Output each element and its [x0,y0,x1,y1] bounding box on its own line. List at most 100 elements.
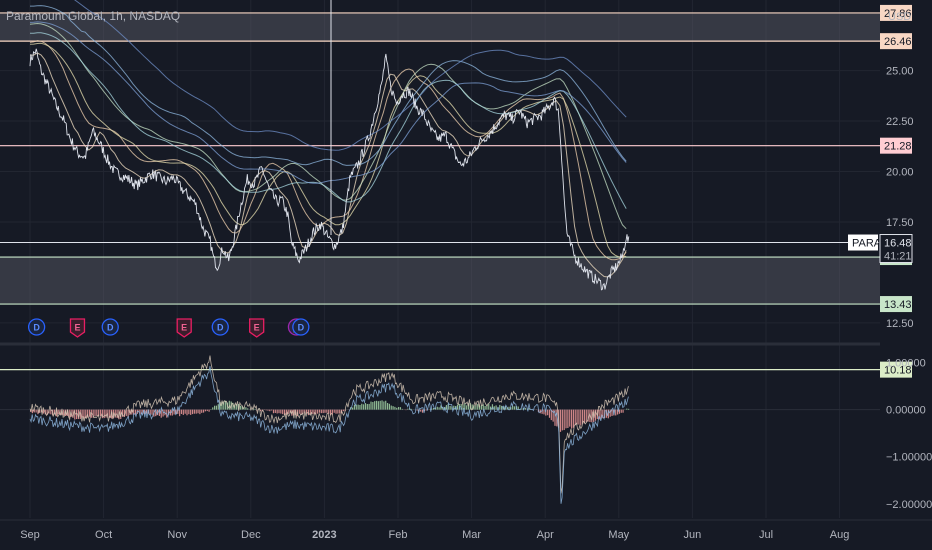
histogram-bar [186,409,188,416]
histogram-bar [440,405,442,410]
histogram-bar [363,404,365,410]
event-marker-dividend[interactable]: D [101,318,119,336]
price-tag-label: 21.28 [884,141,912,153]
price-tag-level-10-18[interactable] [880,361,912,378]
ma-line [30,5,627,166]
histogram-bar [162,409,164,417]
histogram-bar [616,409,619,415]
histogram-bar [123,409,126,417]
histogram-bar [260,409,262,412]
histogram-bar [88,409,91,417]
histogram-bar [302,409,304,415]
oscillator-pane [0,355,880,504]
histogram-bar [337,409,339,414]
histogram-bar [99,409,102,417]
histogram-bar [342,409,344,412]
oscillator-axis[interactable]: 1.00000 0.00000 −1.00000 −2.00000 [886,357,932,510]
event-marker-earnings[interactable]: E [249,318,265,338]
histogram-bar [318,409,321,413]
histogram-bar [315,409,317,415]
histogram-bar [72,409,74,418]
histogram-bar [622,409,624,413]
histogram-bar [467,403,470,410]
price-line [29,48,630,291]
histogram-bar [245,407,247,410]
event-marker-dividend[interactable]: D [211,318,229,336]
histogram-bar [306,409,308,414]
histogram-bar [598,409,600,420]
histogram-bar [464,402,466,410]
event-marker-dividend[interactable]: D [27,318,46,336]
histogram-bar [272,409,275,414]
event-marker-dividend[interactable]: D [292,318,310,336]
histogram-bar [385,400,387,410]
price-tick-label: 22.50 [886,116,914,128]
histogram-bar [228,400,230,410]
histogram-bar [499,404,501,410]
histogram-bar [322,409,324,414]
time-label: May [608,529,629,541]
histogram-bar [276,409,278,414]
histogram-bar [212,407,214,410]
ma-line [74,0,627,151]
histogram-bar [298,409,300,414]
histogram-bar [471,404,473,410]
price-tag-label: 27.86 [884,8,912,20]
histogram-bar [563,409,565,431]
histogram-bar [333,409,335,413]
histogram-bar [626,408,628,410]
last-price-tag[interactable] [879,234,913,264]
histogram-bar [77,409,80,420]
histogram-bar [160,409,162,418]
price-tag-level-13-43[interactable] [880,296,912,313]
price-axis[interactable]: 25.00 22.50 20.00 17.50 12.50 27.86 26.46 21.28… [848,0,932,550]
histogram-bar [42,409,45,414]
time-axis[interactable]: Sep Oct Nov Dec 2023 Feb Mar Apr May Jun Jul Aug [0,519,932,550]
price-tag-level-21-28[interactable] [880,137,912,154]
histogram-bar [55,409,57,417]
time-label: Dec [241,529,261,541]
histogram-bar [582,409,584,424]
histogram-bar [394,406,396,410]
event-marker-earnings[interactable]: E [69,318,86,338]
histogram-bar [357,404,359,410]
histogram-bar [324,409,326,413]
histogram-bar [92,409,94,418]
histogram-bar [488,403,490,410]
histogram-bar [215,405,218,410]
histogram-bar [329,409,332,416]
marker-label: D [33,323,40,333]
histogram-bar [574,409,576,426]
histogram-bar [547,409,549,416]
histogram-bar [311,409,313,415]
histogram-bar [355,404,357,410]
event-marker-earnings[interactable]: E [176,318,192,338]
histogram-bar [223,401,225,410]
histogram-bar [359,404,361,410]
histogram-bar [410,408,413,410]
histogram-bar [33,409,35,413]
histogram-bar [105,409,107,418]
histogram-bar [214,405,216,410]
histogram-bar [445,405,448,410]
histogram-bar [280,409,282,414]
histogram-bar [416,409,418,411]
price-series [29,48,630,291]
histogram-bar [570,409,573,429]
histogram-bar [375,400,378,410]
price-tag-level-26-46[interactable] [880,33,912,50]
histogram-bar [372,402,374,410]
histogram-bar [543,409,545,415]
histogram-bar [175,409,177,415]
histogram-bar [620,409,622,413]
histogram-bar [607,409,609,419]
histogram-bar [66,409,68,416]
symbol-badge[interactable] [848,234,878,251]
price-tag-level-27-86[interactable] [880,4,912,21]
histogram-bar [473,404,475,410]
histogram-bar [180,409,183,415]
price-tick-label: 17.50 [886,217,914,229]
time-axis-bg [0,520,932,550]
